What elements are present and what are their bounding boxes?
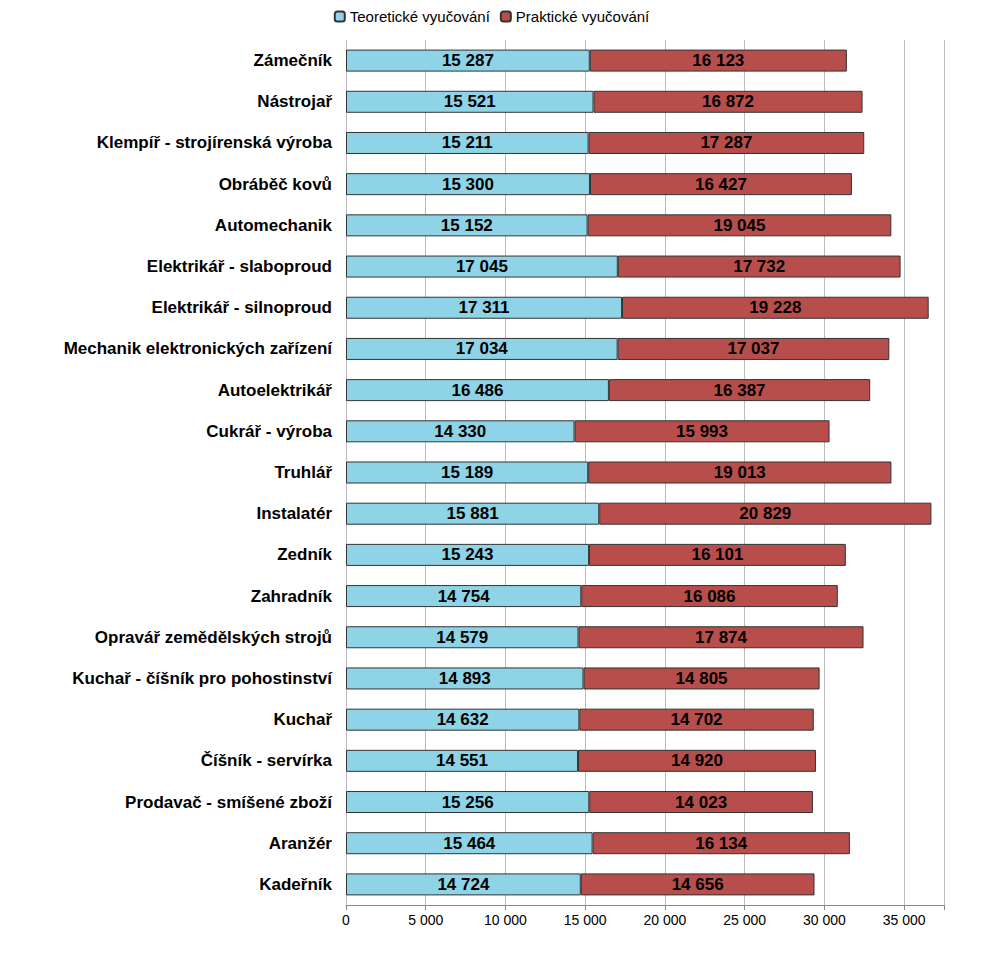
svg-text:Číšník - servírka: Číšník - servírka xyxy=(201,751,333,770)
svg-text:Kadeřník: Kadeřník xyxy=(259,875,332,894)
svg-text:Klempíř - strojírenská výroba: Klempíř - strojírenská výroba xyxy=(97,133,333,152)
svg-text:14 893: 14 893 xyxy=(439,669,491,688)
svg-text:14 805: 14 805 xyxy=(676,669,728,688)
svg-text:15 256: 15 256 xyxy=(442,793,494,812)
svg-text:Teoretické vyučování: Teoretické vyučování xyxy=(350,8,491,25)
svg-text:Zahradník: Zahradník xyxy=(251,587,333,606)
svg-text:Zámečník: Zámečník xyxy=(254,51,333,70)
svg-text:Mechanik elektronických zaříze: Mechanik elektronických zařízení xyxy=(64,339,334,358)
svg-text:20 829: 20 829 xyxy=(739,504,791,523)
svg-text:17 311: 17 311 xyxy=(458,298,509,317)
svg-text:15 993: 15 993 xyxy=(676,422,728,441)
svg-text:14 702: 14 702 xyxy=(671,710,723,729)
svg-text:16 387: 16 387 xyxy=(714,381,766,400)
svg-text:Elektrikář - silnoproud: Elektrikář - silnoproud xyxy=(152,298,332,317)
svg-text:19 013: 19 013 xyxy=(714,463,766,482)
svg-text:14 023: 14 023 xyxy=(675,793,727,812)
svg-text:16 872: 16 872 xyxy=(702,92,754,111)
svg-text:16 101: 16 101 xyxy=(691,545,743,564)
svg-text:Instalatér: Instalatér xyxy=(256,504,332,523)
svg-text:Prodavač - smíšené zboží: Prodavač - smíšené zboží xyxy=(125,793,333,812)
svg-text:15 000: 15 000 xyxy=(564,912,607,928)
svg-text:Automechanik: Automechanik xyxy=(215,216,333,235)
svg-text:15 521: 15 521 xyxy=(444,92,496,111)
svg-text:14 724: 14 724 xyxy=(437,875,490,894)
svg-text:Aranžér: Aranžér xyxy=(269,834,333,853)
svg-text:19 228: 19 228 xyxy=(749,298,801,317)
svg-text:17 732: 17 732 xyxy=(733,257,785,276)
svg-text:Praktické vyučování: Praktické vyučování xyxy=(516,8,650,25)
svg-text:16 134: 16 134 xyxy=(695,834,748,853)
svg-text:17 045: 17 045 xyxy=(456,257,508,276)
svg-text:Nástrojař: Nástrojař xyxy=(257,92,332,111)
svg-text:Kuchař - číšník pro pohostinst: Kuchař - číšník pro pohostinství xyxy=(72,669,333,688)
svg-text:16 086: 16 086 xyxy=(684,587,736,606)
svg-text:14 920: 14 920 xyxy=(671,751,723,770)
svg-text:0: 0 xyxy=(342,912,350,928)
svg-text:14 754: 14 754 xyxy=(438,587,491,606)
svg-text:14 656: 14 656 xyxy=(672,875,724,894)
svg-text:16 486: 16 486 xyxy=(451,381,503,400)
svg-text:Zedník: Zedník xyxy=(277,545,332,564)
svg-text:16 427: 16 427 xyxy=(695,175,747,194)
svg-text:Cukrář - výroba: Cukrář - výroba xyxy=(206,422,332,441)
svg-text:Kuchař: Kuchař xyxy=(273,710,332,729)
svg-text:Obráběč kovů: Obráběč kovů xyxy=(219,175,332,194)
svg-text:30 000: 30 000 xyxy=(803,912,846,928)
svg-text:16 123: 16 123 xyxy=(692,51,744,70)
svg-text:15 287: 15 287 xyxy=(442,51,494,70)
svg-text:25 000: 25 000 xyxy=(723,912,766,928)
svg-text:35 000: 35 000 xyxy=(883,912,926,928)
svg-text:15 152: 15 152 xyxy=(441,216,493,235)
svg-text:14 551: 14 551 xyxy=(436,751,488,770)
svg-text:15 189: 15 189 xyxy=(441,463,493,482)
svg-text:20 000: 20 000 xyxy=(644,912,687,928)
svg-text:5 000: 5 000 xyxy=(408,912,443,928)
svg-text:10 000: 10 000 xyxy=(484,912,527,928)
svg-text:17 034: 17 034 xyxy=(456,339,509,358)
svg-text:17 037: 17 037 xyxy=(727,339,779,358)
svg-text:Opravář zemědělských strojů: Opravář zemědělských strojů xyxy=(95,628,332,647)
svg-text:15 243: 15 243 xyxy=(442,545,494,564)
svg-text:15 881: 15 881 xyxy=(447,504,499,523)
svg-text:17 874: 17 874 xyxy=(695,628,748,647)
svg-text:14 632: 14 632 xyxy=(437,710,489,729)
svg-text:15 300: 15 300 xyxy=(442,175,494,194)
svg-text:Elektrikář - slaboproud: Elektrikář - slaboproud xyxy=(147,257,332,276)
svg-text:19 045: 19 045 xyxy=(713,216,765,235)
svg-text:14 579: 14 579 xyxy=(436,628,488,647)
svg-text:14 330: 14 330 xyxy=(434,422,486,441)
svg-text:15 464: 15 464 xyxy=(443,834,496,853)
svg-text:Autoelektrikář: Autoelektrikář xyxy=(218,381,333,400)
svg-text:Truhlář: Truhlář xyxy=(274,463,332,482)
svg-text:15 211: 15 211 xyxy=(442,133,493,152)
svg-text:17 287: 17 287 xyxy=(700,133,752,152)
